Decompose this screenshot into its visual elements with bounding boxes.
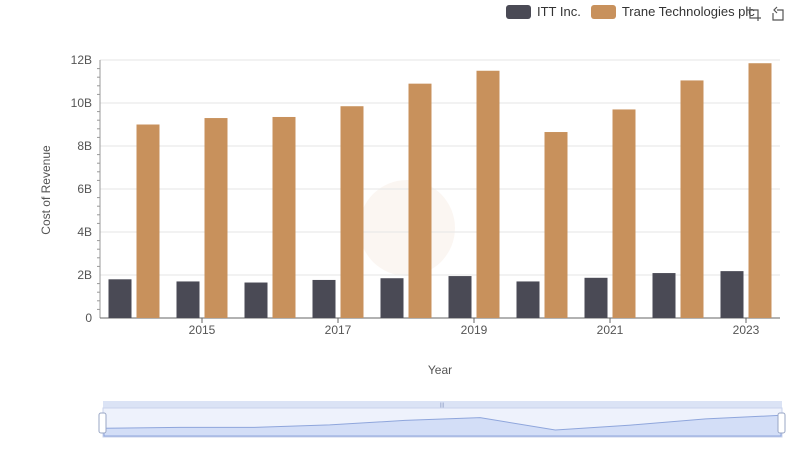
crop-icon[interactable] <box>746 6 762 22</box>
y-axis: 0 2B 4B 6B 8B 10B 12B <box>71 53 101 325</box>
bar-trane-2019[interactable] <box>476 70 500 318</box>
bar-trane-2015[interactable] <box>204 118 228 318</box>
chart-legend: ITT Inc. Trane Technologies plc <box>506 4 755 19</box>
bar-itt-2019[interactable] <box>448 276 472 318</box>
y-tick-label: 8B <box>77 139 92 153</box>
bar-trane-2014[interactable] <box>136 124 160 319</box>
legend-swatch-itt <box>506 4 531 19</box>
bar-itt-2018[interactable] <box>380 278 404 318</box>
x-axis-label: Year <box>428 363 452 377</box>
x-tick-label: 2019 <box>461 323 488 337</box>
bar-itt-2020[interactable] <box>516 281 540 318</box>
bar-trane-2016[interactable] <box>272 116 296 318</box>
bar-trane-2022[interactable] <box>680 80 704 318</box>
slider-handle-left[interactable] <box>98 412 107 434</box>
chart-toolbar <box>746 6 786 22</box>
legend-label-itt: ITT Inc. <box>537 4 581 19</box>
x-tick-label: 2023 <box>733 323 760 337</box>
bar-itt-2014[interactable] <box>108 279 132 318</box>
legend-swatch-trane <box>590 4 616 19</box>
y-axis-label: Cost of Revenue <box>39 145 53 235</box>
bar-trane-2018[interactable] <box>408 83 432 319</box>
bar-trane-2021[interactable] <box>612 109 636 318</box>
x-axis: 2015 2017 2019 2021 2023 <box>100 317 780 337</box>
x-tick-label: 2021 <box>597 323 624 337</box>
slider-grip-icon[interactable]: ||| <box>440 403 445 409</box>
y-tick-label: 10B <box>71 96 92 110</box>
y-tick-label: 4B <box>77 225 92 239</box>
legend-label-trane: Trane Technologies plc <box>621 4 755 19</box>
bar-itt-2023[interactable] <box>720 271 744 318</box>
slider-handle-right[interactable] <box>777 412 786 434</box>
legend-item-trane[interactable]: Trane Technologies plc <box>590 4 755 19</box>
y-tick-label: 2B <box>77 268 92 282</box>
y-tick-label: 6B <box>77 182 92 196</box>
bar-itt-2016[interactable] <box>244 282 268 318</box>
watermark-logo <box>359 180 455 276</box>
grid-lines <box>100 59 780 319</box>
zoom-slider[interactable]: ||| <box>98 401 786 438</box>
bar-trane-2020[interactable] <box>544 132 568 318</box>
bars <box>108 63 772 319</box>
bar-itt-2022[interactable] <box>652 273 676 318</box>
bar-trane-2017[interactable] <box>340 106 364 318</box>
x-tick-label: 2015 <box>189 323 216 337</box>
y-tick-label: 0 <box>85 311 92 325</box>
bar-itt-2021[interactable] <box>584 277 608 318</box>
bar-trane-2023[interactable] <box>748 63 772 318</box>
restore-icon[interactable] <box>770 6 786 22</box>
slider-top-bar[interactable] <box>103 401 782 408</box>
bar-itt-2015[interactable] <box>176 281 200 318</box>
bar-itt-2017[interactable] <box>312 279 336 318</box>
legend-item-itt[interactable]: ITT Inc. <box>506 4 581 19</box>
slider-preview-area <box>103 414 782 437</box>
x-tick-label: 2017 <box>325 323 352 337</box>
y-tick-label: 12B <box>71 53 92 67</box>
